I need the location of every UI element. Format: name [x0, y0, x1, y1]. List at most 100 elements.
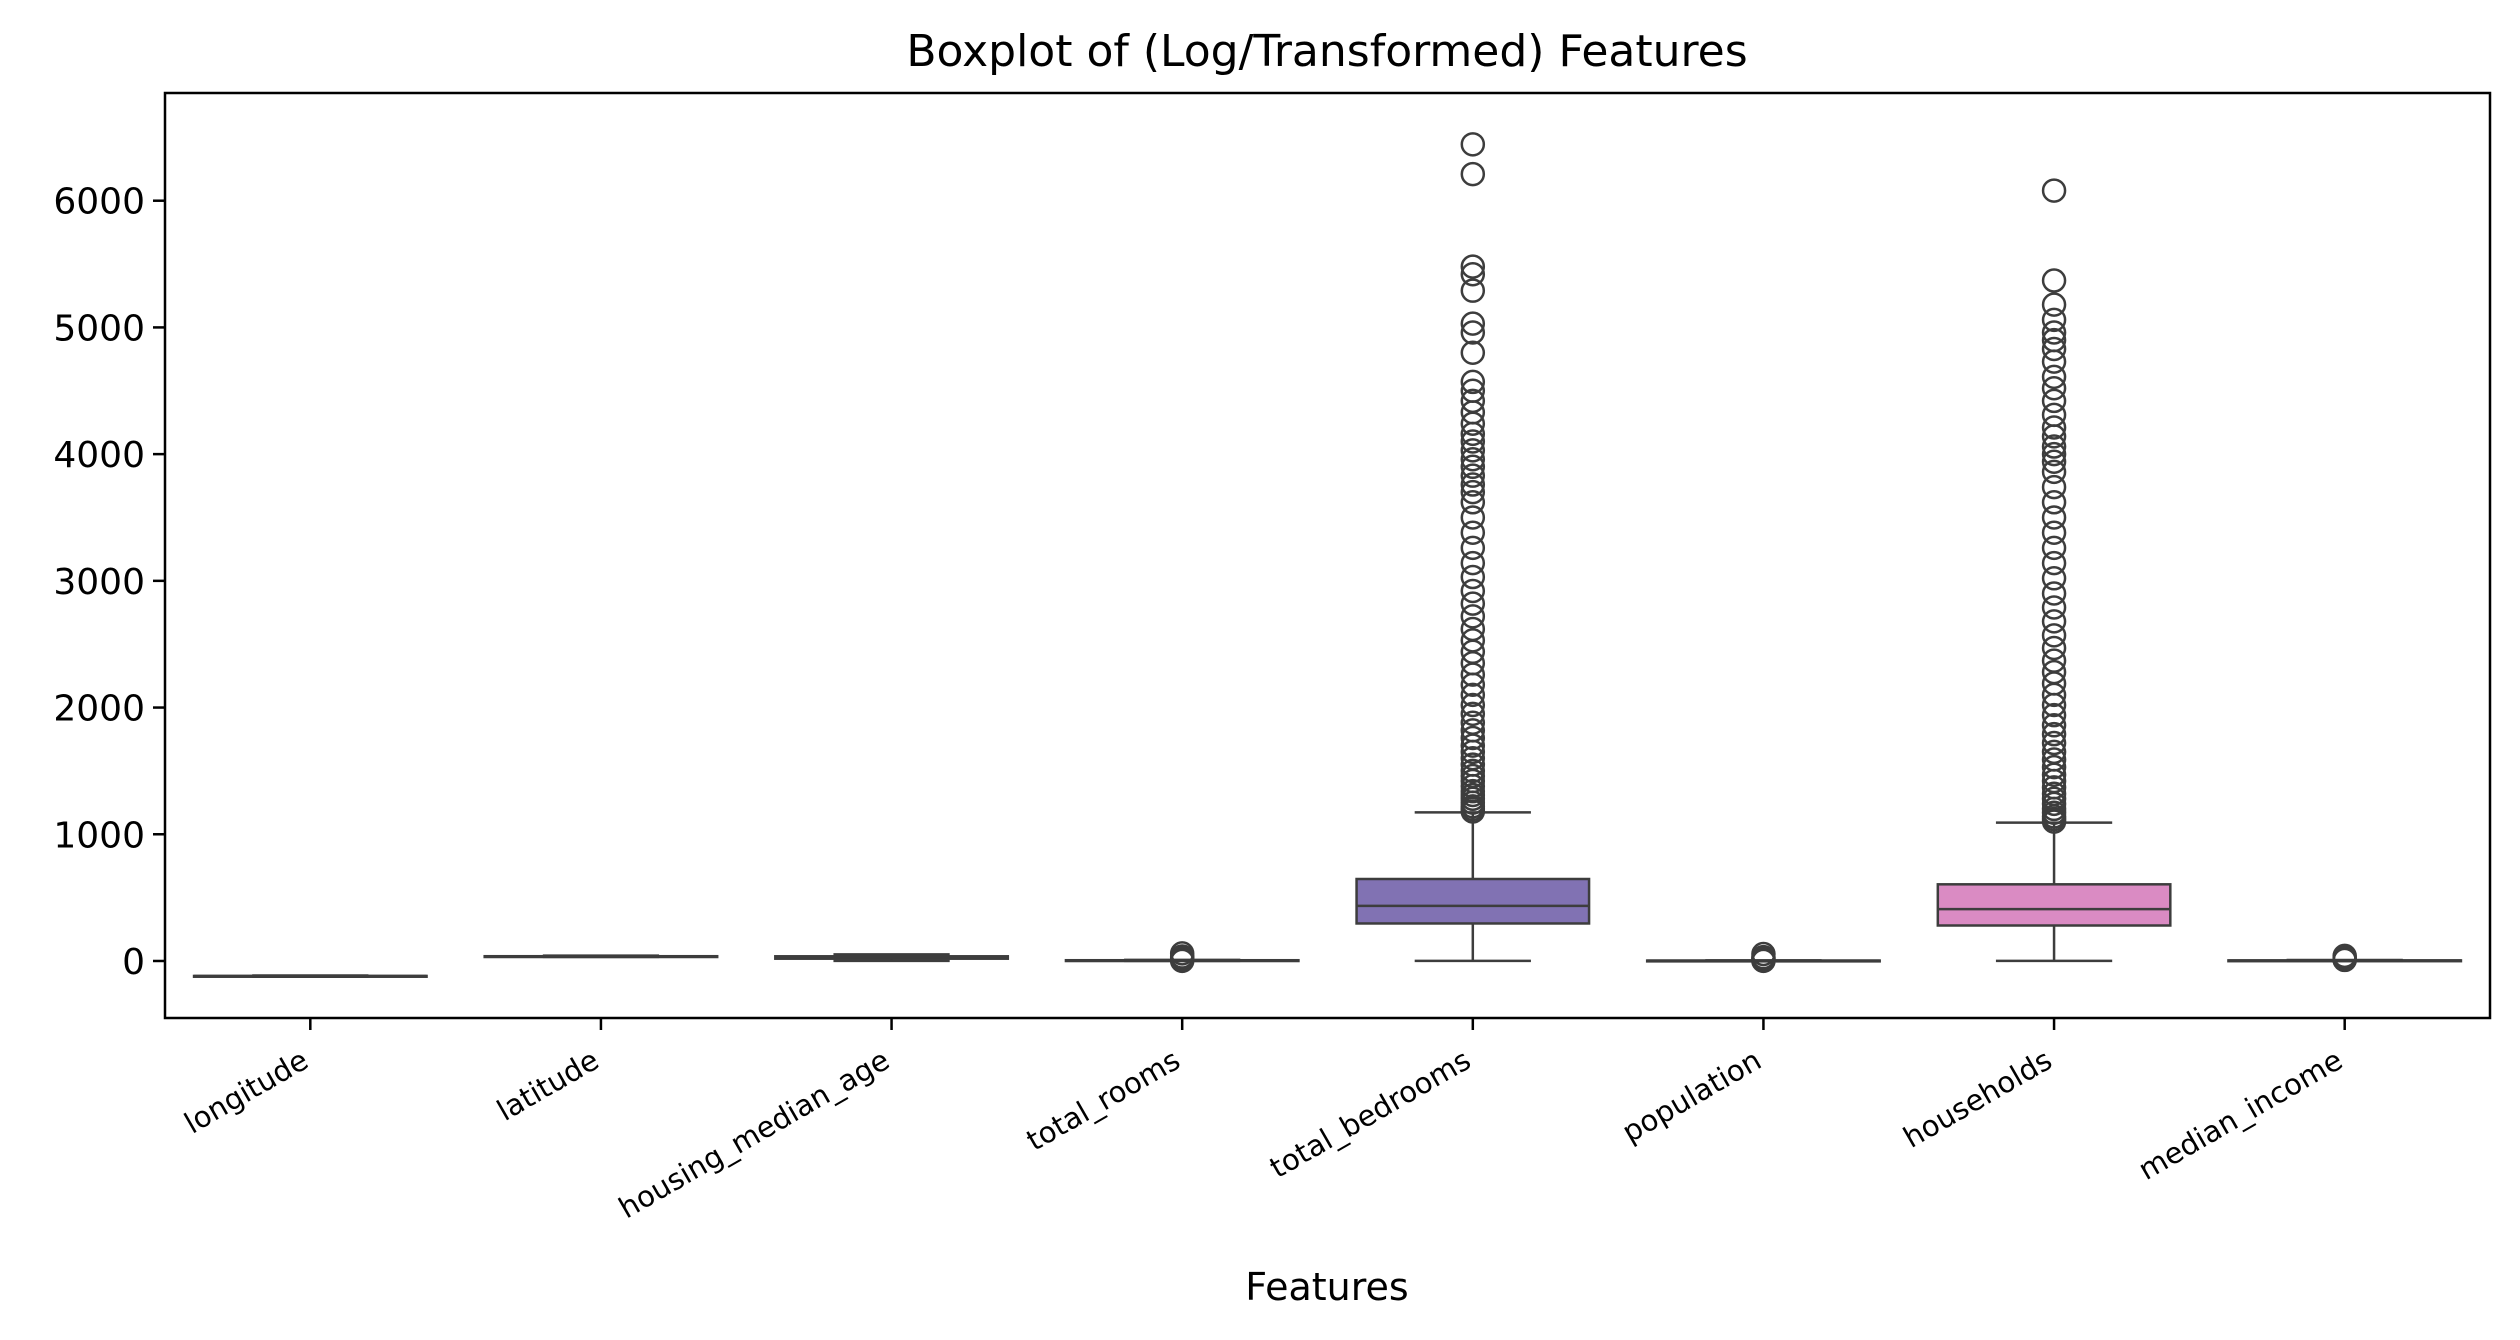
box-body	[1355, 877, 1591, 925]
x-tick-label: households	[1898, 1043, 2058, 1155]
box-median_income	[2227, 943, 2463, 973]
outlier-point	[1460, 520, 1486, 545]
outlier-point	[2041, 747, 2067, 772]
outlier-point	[1460, 604, 1486, 629]
outlier-point	[2041, 713, 2067, 738]
outlier-point	[1460, 254, 1486, 279]
outlier-point	[2041, 754, 2067, 780]
outlier-point	[2041, 459, 2067, 485]
box-population	[1645, 941, 1881, 974]
outlier-point	[2041, 336, 2067, 362]
outlier-point	[1169, 941, 1195, 966]
outlier-point	[1460, 550, 1486, 576]
outlier-point	[1460, 490, 1486, 515]
x-tick-label: total_bedrooms	[1264, 1043, 1476, 1185]
outlier-point	[2041, 415, 2067, 440]
plot-area	[192, 132, 2463, 978]
outlier-point	[2041, 505, 2067, 530]
x-tick-label: median_income	[2132, 1043, 2348, 1187]
box-latitude	[483, 954, 719, 959]
outlier-point	[1460, 161, 1486, 187]
x-axis-label: Features	[1245, 1265, 1408, 1309]
outlier-point	[2041, 581, 2067, 606]
outlier-point	[1460, 628, 1486, 653]
outlier-point	[1460, 261, 1486, 287]
outlier-point	[2041, 520, 2067, 545]
outlier-point	[1460, 320, 1486, 345]
y-tick-label: 5000	[53, 308, 145, 349]
outlier-point	[2041, 349, 2067, 374]
outlier-point	[2041, 327, 2067, 353]
outlier-point	[1460, 463, 1486, 488]
outlier-point	[1460, 429, 1486, 454]
box-total_bedrooms	[1355, 132, 1591, 963]
outlier-point	[2041, 702, 2067, 728]
outlier-point	[2041, 434, 2067, 459]
outlier-point	[1460, 454, 1486, 480]
outlier-point	[2041, 268, 2067, 293]
x-axis: longitude latitude housing_median_age total…	[178, 1018, 2348, 1225]
outlier-point	[1460, 438, 1486, 463]
outlier-point	[1460, 369, 1486, 395]
outlier-point	[2041, 595, 2067, 620]
x-tick-label: latitude	[491, 1043, 604, 1128]
outlier-point	[2041, 535, 2067, 561]
outlier-point	[1460, 682, 1486, 708]
outlier-point	[2041, 648, 2067, 673]
outlier-point	[2041, 659, 2067, 685]
y-axis: 0 1000 2000 3000 4000 5000 6000	[53, 182, 165, 983]
y-tick-label: 4000	[53, 435, 145, 476]
outlier-point	[2041, 292, 2067, 317]
outlier-point	[2041, 623, 2067, 648]
outlier-point	[2041, 449, 2067, 474]
outlier-point	[2041, 635, 2067, 661]
outlier-point	[2041, 441, 2067, 467]
x-tick-label: longitude	[178, 1043, 313, 1141]
y-tick-label: 2000	[53, 689, 145, 730]
chart-title: Boxplot of (Log/Transformed) Features	[906, 26, 1747, 77]
outlier-point	[1460, 692, 1486, 718]
outlier-point	[1460, 446, 1486, 472]
x-tick-label: population	[1616, 1043, 1767, 1150]
y-tick-label: 6000	[53, 182, 145, 223]
x-tick-label: total_rooms	[1021, 1043, 1186, 1158]
outlier-point	[1460, 616, 1486, 642]
outlier-point	[1751, 941, 1776, 967]
outlier-point	[1460, 758, 1486, 784]
outlier-point	[2041, 730, 2067, 756]
outlier-point	[1460, 505, 1486, 530]
outlier-point	[2041, 775, 2067, 800]
outlier-point	[2041, 609, 2067, 634]
outlier-point	[1460, 378, 1486, 404]
outlier-point	[1460, 718, 1486, 743]
outlier-point	[2041, 178, 2067, 203]
outlier-point	[2041, 402, 2067, 428]
outlier-point	[2041, 781, 2067, 806]
outlier-point	[1460, 745, 1486, 771]
box-households	[1936, 178, 2172, 963]
outlier-point	[2041, 721, 2067, 747]
outlier-point	[2041, 474, 2067, 500]
outlier-point	[1460, 278, 1486, 303]
outlier-point	[1460, 340, 1486, 366]
outlier-point	[1460, 388, 1486, 414]
outlier-point	[1460, 311, 1486, 336]
outlier-point	[1460, 701, 1486, 727]
outlier-point	[2041, 388, 2067, 414]
outlier-point	[2332, 943, 2357, 969]
x-tick-label: housing_median_age	[613, 1043, 895, 1226]
outlier-point	[1460, 578, 1486, 604]
outlier-point	[1460, 535, 1486, 561]
outlier-point	[2041, 566, 2067, 591]
box-total_rooms	[1064, 941, 1300, 974]
outlier-point	[2041, 375, 2067, 401]
outlier-point	[2041, 739, 2067, 765]
outlier-point	[2041, 364, 2067, 390]
box-housing_median_age	[774, 953, 1010, 963]
outlier-point	[1460, 591, 1486, 616]
outlier-point	[2041, 550, 2067, 576]
outlier-point	[1460, 472, 1486, 497]
outlier-point	[1460, 564, 1486, 590]
plot-frame	[163, 91, 2492, 1020]
